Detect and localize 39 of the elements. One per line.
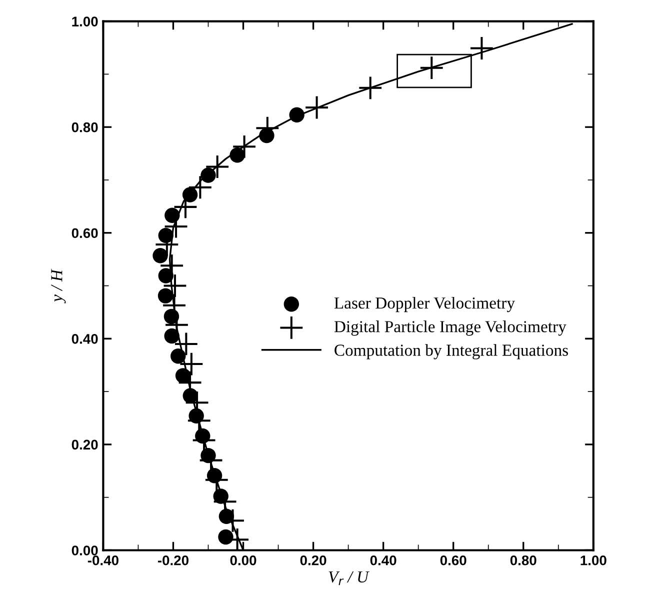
legend-label: Laser Doppler Velocimetry <box>334 296 515 312</box>
point <box>205 468 228 492</box>
y-tick-label: 0.80 <box>72 122 98 132</box>
point <box>164 274 186 297</box>
point <box>180 352 203 376</box>
point <box>152 248 168 264</box>
point <box>174 332 198 356</box>
legend-label: Digital Particle Image Velocimetry <box>334 320 566 336</box>
y-tick-label: 0.20 <box>72 440 98 450</box>
x-tick-label: -0.40 <box>88 555 118 566</box>
point <box>206 156 229 178</box>
legend-label: Computation by Integral Equations <box>334 344 568 360</box>
x-tick-label: -0.20 <box>158 555 188 566</box>
point <box>158 288 174 304</box>
x-axis-title: V$_{r}$ / U <box>328 571 370 586</box>
point <box>289 107 304 123</box>
point <box>164 208 180 224</box>
point <box>170 348 186 364</box>
y-tick-label: 0.60 <box>72 228 98 238</box>
y-tick-label: 0.00 <box>72 546 98 556</box>
point <box>233 135 256 158</box>
point <box>164 328 180 344</box>
y-tick-label: 0.40 <box>72 334 98 344</box>
point <box>306 96 328 119</box>
point <box>200 168 216 183</box>
point <box>230 148 245 163</box>
point <box>218 529 234 545</box>
x-tick-label: 0.60 <box>440 555 466 566</box>
y-tick-label: 1.00 <box>72 16 98 26</box>
x-tick-label: 0.40 <box>370 555 396 566</box>
x-tick-label: 0.20 <box>300 555 326 566</box>
point <box>359 76 382 100</box>
x-tick-label: 0.80 <box>510 555 536 566</box>
x-tick-label: 1.00 <box>580 555 606 566</box>
point <box>470 37 493 60</box>
point <box>158 268 174 284</box>
y-axis-title: y / H <box>51 268 66 304</box>
x-tick-label: 0.00 <box>230 555 256 566</box>
point <box>188 176 212 199</box>
